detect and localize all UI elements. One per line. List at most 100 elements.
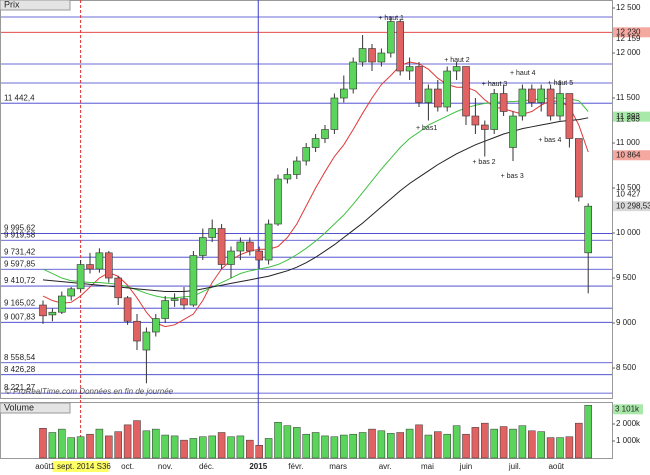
volume-bar: [490, 428, 498, 459]
candle-body: [546, 88, 555, 117]
candle-body: [170, 298, 179, 301]
candle-body: [95, 252, 104, 270]
volume-value-label: 3 101k: [615, 404, 640, 413]
candle-body: [292, 160, 301, 175]
candle-body: [264, 223, 273, 261]
volume-bar: [161, 434, 169, 459]
volume-bar: [546, 437, 555, 459]
candle-body: [180, 298, 188, 306]
volume-bar: [528, 430, 536, 459]
x-tick-label: déc.: [199, 462, 214, 471]
candle-body: [199, 237, 207, 256]
annotation: + bas1: [416, 125, 437, 132]
candle-body: [415, 66, 423, 103]
volume-bar: [236, 435, 245, 459]
price-marker: [613, 201, 650, 212]
y-tick-label: 12 000: [616, 48, 641, 57]
volume-bar: [415, 424, 423, 459]
volume-bar: [142, 430, 151, 459]
candle-body: [368, 48, 376, 63]
volume-bar: [114, 431, 122, 459]
annotation: + bas 3: [501, 173, 524, 180]
volume-bar: [283, 425, 292, 459]
marker-label: 12 159: [616, 34, 641, 43]
x-tick-label: mars: [329, 462, 347, 471]
level-label: 9 410,72: [4, 276, 36, 285]
marker-label: 10 864: [616, 150, 641, 159]
volume-bar: [424, 434, 433, 459]
volume-marker: [613, 404, 643, 415]
volume-bar: [443, 433, 451, 459]
level-label: 9 995,62: [4, 224, 36, 233]
volume-bar: [565, 436, 574, 459]
candle-body: [349, 61, 358, 90]
price-marker: [613, 111, 650, 122]
candle-body: [208, 228, 216, 238]
volume-bar: [170, 435, 179, 459]
candle-body: [490, 93, 499, 130]
candle-body: [377, 52, 386, 63]
volume-bar: [537, 431, 545, 459]
candle-body: [537, 88, 546, 103]
volume-tab[interactable]: [0, 402, 71, 414]
candle-body: [246, 241, 254, 252]
candle-body: [339, 88, 348, 99]
candle-body: [255, 250, 263, 261]
price-tab[interactable]: [0, 0, 71, 11]
volume-bar: [575, 422, 583, 459]
x-tick-label: août: [548, 462, 564, 471]
marker-label: 11 293: [616, 112, 640, 121]
volume-bar: [67, 437, 75, 459]
candle-body: [386, 21, 395, 54]
y-tick-label: 2 000k: [616, 419, 641, 428]
y-tick-label: 12 500: [616, 3, 641, 12]
volume-bar: [199, 436, 207, 459]
candle-body: [123, 297, 132, 322]
price-marker: [613, 150, 650, 161]
marker-label: 10 427: [616, 190, 641, 199]
candle-body: [443, 70, 452, 108]
volume-bar: [518, 425, 527, 459]
annotation: + haut 3: [482, 81, 508, 88]
volume-bar: [208, 435, 216, 459]
volume-bar: [452, 425, 461, 459]
y-tick-label: 9 500: [616, 273, 637, 282]
annotation: + bas 2: [472, 159, 495, 166]
annotation: + haut 2: [444, 57, 470, 64]
volume-bar: [499, 426, 508, 459]
volume-bar: [349, 433, 357, 459]
annotation: + bas 4: [538, 137, 561, 144]
volume-bar: [396, 432, 404, 459]
candle-body: [57, 295, 66, 313]
label-highlight: [52, 461, 109, 472]
volume-bar: [321, 435, 329, 459]
candle-body: [189, 255, 198, 306]
candle-body: [462, 66, 470, 117]
candle-body: [556, 93, 564, 117]
x-tick-label: avr.: [379, 462, 392, 471]
volume-bar: [358, 432, 367, 459]
candle-body: [565, 93, 574, 139]
volume-bar: [311, 432, 320, 459]
level-label: 9 731,42: [4, 247, 36, 256]
marker-label: 12 230: [616, 27, 641, 36]
volume-bar: [556, 437, 564, 459]
level-label: 9 165,02: [4, 298, 36, 307]
y-tick-label: 1 000k: [616, 436, 641, 445]
y-tick-label: 9 000: [616, 318, 637, 327]
volume-bar: [246, 439, 254, 459]
volume-bar: [368, 428, 376, 459]
level-label: 8 426,28: [4, 365, 36, 374]
level-label: 9 919,58: [4, 230, 36, 239]
volume-bar: [462, 433, 470, 459]
volume-bar: [217, 432, 226, 459]
volume-bar: [123, 424, 132, 459]
volume-bar: [255, 444, 263, 459]
y-tick-label: 10 000: [616, 228, 641, 237]
candle-body: [330, 97, 339, 130]
candle-body: [236, 241, 245, 252]
volume-bar: [274, 422, 282, 459]
x-tick-label: juil.: [508, 462, 521, 471]
candle-body: [283, 174, 292, 180]
